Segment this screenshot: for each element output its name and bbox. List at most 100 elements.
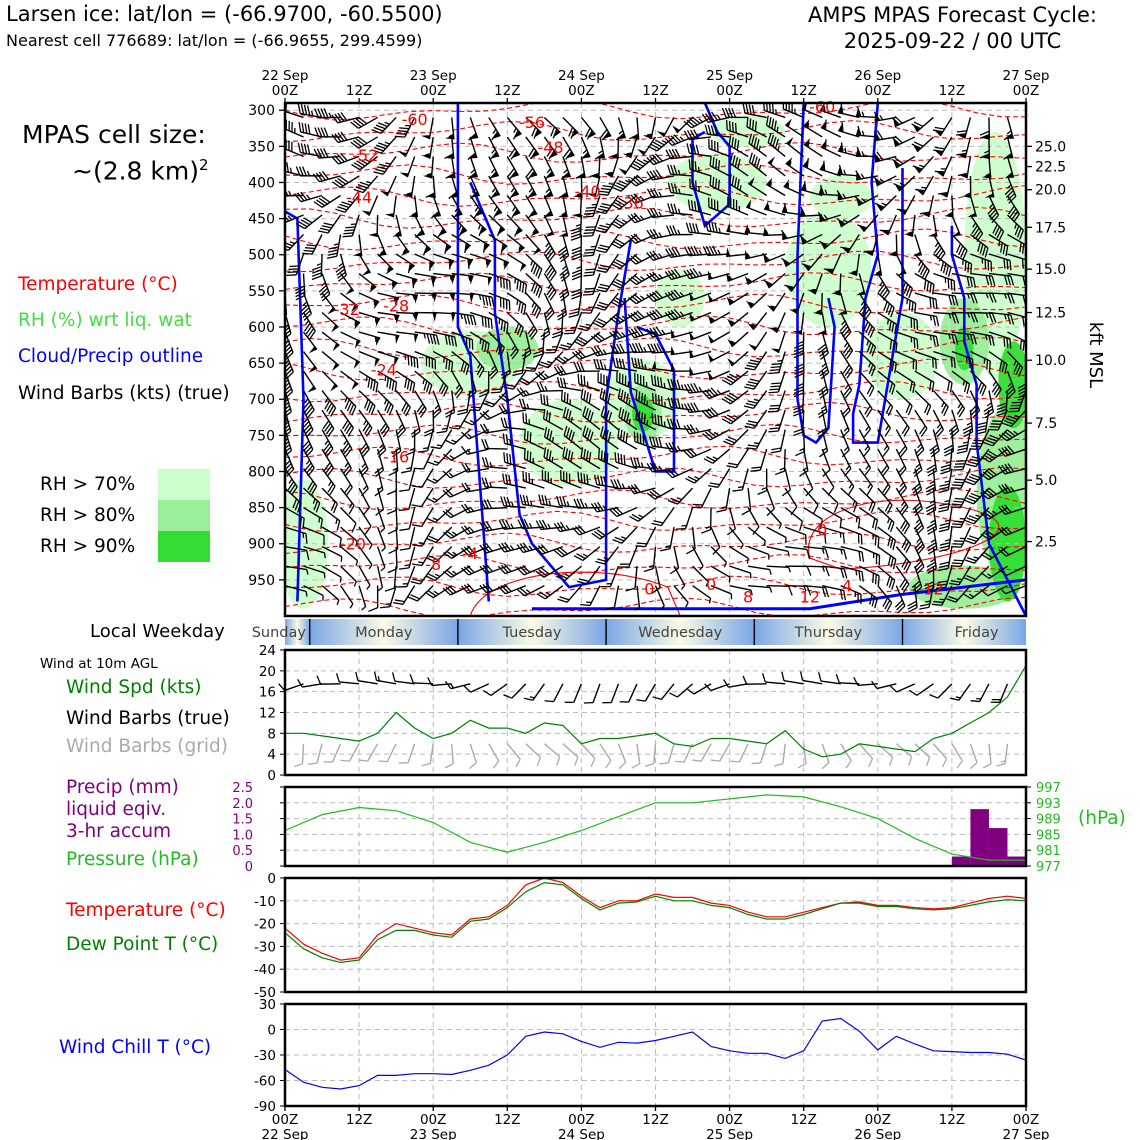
wind-barb bbox=[433, 311, 456, 323]
barb-half bbox=[402, 247, 407, 254]
barb-full bbox=[466, 545, 475, 554]
barb-staff bbox=[488, 292, 510, 302]
barb-full bbox=[411, 504, 422, 508]
barb-full bbox=[287, 271, 298, 274]
barb-staff bbox=[303, 526, 325, 536]
barb-full bbox=[457, 411, 468, 416]
barb-staff bbox=[393, 566, 397, 589]
barb-full bbox=[351, 163, 361, 171]
barb-staff bbox=[840, 487, 858, 504]
barb-full bbox=[463, 314, 468, 325]
wind-barb bbox=[498, 404, 526, 415]
barb-full bbox=[271, 121, 279, 131]
barb-staff bbox=[340, 409, 354, 429]
wind-barb bbox=[451, 331, 474, 350]
barb-full bbox=[351, 523, 357, 533]
barb-staff bbox=[358, 253, 371, 274]
temperature-contour bbox=[285, 380, 1026, 403]
barb-half bbox=[305, 459, 311, 465]
barb-staff bbox=[858, 585, 878, 600]
wind-barb bbox=[340, 311, 361, 330]
wind-barb bbox=[339, 448, 352, 477]
wind-barb bbox=[421, 117, 434, 140]
barb-staff bbox=[358, 487, 371, 508]
barb-full bbox=[481, 340, 485, 351]
wind-barb bbox=[297, 103, 323, 119]
barb-half bbox=[454, 207, 459, 213]
barb-staff bbox=[339, 468, 353, 488]
barb-staff bbox=[470, 311, 492, 320]
legend-temperature: Temperature (°C) bbox=[18, 274, 178, 295]
wind-barb bbox=[896, 195, 916, 216]
barb-staff bbox=[803, 507, 823, 520]
barb-half bbox=[321, 281, 326, 287]
wind-barb bbox=[840, 331, 854, 360]
barb-full bbox=[307, 480, 314, 491]
barb-full bbox=[489, 368, 497, 377]
wind-barb bbox=[481, 438, 508, 450]
barb-full bbox=[824, 548, 829, 559]
windchill-label: Wind Chill T (°C) bbox=[59, 1037, 212, 1058]
barb-half bbox=[343, 440, 348, 446]
barb-half bbox=[679, 136, 685, 142]
barb-pennant bbox=[395, 314, 400, 324]
wind-barb bbox=[919, 195, 935, 218]
barb-full bbox=[531, 304, 537, 314]
barb-staff bbox=[340, 331, 361, 343]
barb-full bbox=[358, 116, 368, 125]
wind-barb bbox=[396, 311, 419, 323]
barb-full bbox=[302, 310, 311, 318]
barb-full bbox=[278, 187, 282, 196]
barb-half bbox=[287, 215, 293, 221]
barb-pennant bbox=[464, 243, 471, 253]
barb-full bbox=[289, 483, 297, 493]
barb-full bbox=[391, 380, 395, 391]
barb-full bbox=[426, 557, 437, 563]
barb-staff bbox=[470, 253, 492, 262]
barb-full bbox=[533, 283, 538, 294]
barb-half bbox=[516, 299, 519, 306]
barb-full bbox=[491, 388, 502, 391]
barb-full bbox=[323, 222, 334, 226]
barb-half bbox=[432, 478, 438, 482]
barb-full bbox=[368, 607, 378, 613]
barb-staff bbox=[414, 390, 427, 410]
barb-staff bbox=[319, 175, 341, 183]
barb-full bbox=[404, 377, 408, 388]
wind-barb bbox=[368, 214, 379, 238]
barb-full bbox=[411, 430, 421, 438]
barb-full bbox=[339, 203, 350, 209]
barb-full bbox=[479, 544, 487, 554]
barb-full bbox=[949, 427, 959, 435]
wind-barb bbox=[442, 565, 471, 579]
barb-pennant bbox=[361, 210, 371, 216]
wind-barb bbox=[340, 370, 359, 391]
barb-half bbox=[306, 170, 311, 177]
barb-full bbox=[366, 401, 372, 411]
barb-staff bbox=[628, 546, 638, 568]
barb-staff bbox=[416, 585, 434, 602]
wind-barb bbox=[503, 452, 527, 470]
barb-full bbox=[346, 401, 353, 412]
barb-full bbox=[363, 399, 369, 409]
wind-barb bbox=[414, 272, 437, 287]
wind-barb bbox=[506, 272, 528, 295]
wind-barb bbox=[490, 370, 508, 394]
wind-barb bbox=[934, 156, 953, 177]
barb-staff bbox=[395, 234, 410, 253]
barb-full bbox=[337, 177, 347, 185]
barb-half bbox=[467, 433, 473, 439]
barb-full bbox=[425, 575, 436, 582]
barb-full bbox=[324, 400, 331, 410]
wind-barb bbox=[594, 136, 606, 160]
wind-barb bbox=[445, 117, 455, 140]
barb-full bbox=[500, 369, 511, 376]
barb-full bbox=[716, 509, 727, 513]
barb-full bbox=[399, 489, 410, 492]
barb-staff bbox=[340, 507, 357, 524]
barb-staff bbox=[423, 448, 434, 470]
barb-staff bbox=[506, 312, 524, 329]
barb-full bbox=[480, 499, 486, 510]
wind-barb bbox=[451, 351, 470, 375]
barb-staff bbox=[300, 194, 323, 203]
